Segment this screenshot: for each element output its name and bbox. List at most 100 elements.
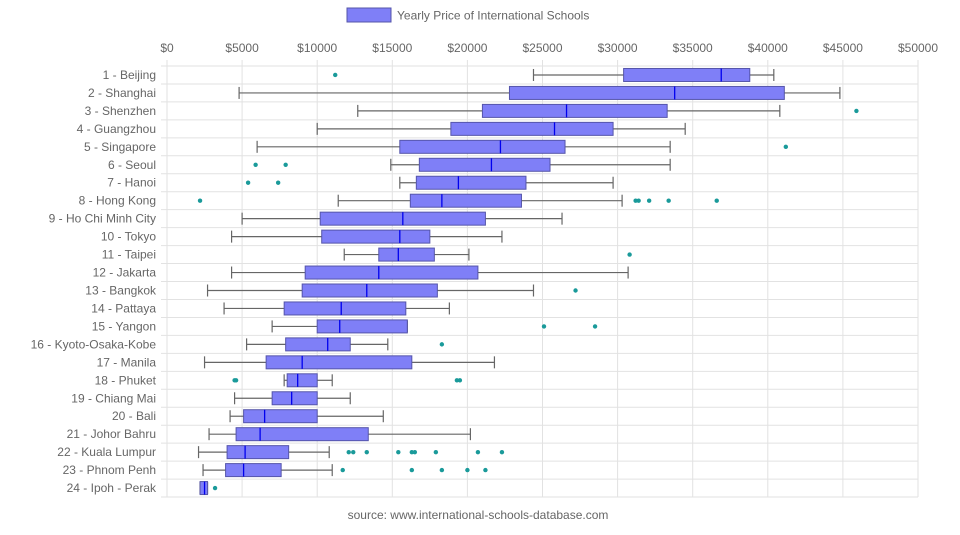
y-tick-label: 24 - Ipoh - Perak xyxy=(67,481,157,495)
outlier-point xyxy=(275,180,281,185)
outlier-point xyxy=(457,378,463,383)
y-tick-label: 4 - Guangzhou xyxy=(77,122,156,136)
outlier-point xyxy=(346,449,351,455)
outlier-point xyxy=(409,467,415,473)
outlier-point xyxy=(253,162,258,167)
box-4 xyxy=(316,121,686,136)
outlier-point xyxy=(283,162,288,167)
y-tick-label: 2 - Shanghai xyxy=(88,86,156,100)
box-iqr xyxy=(265,355,413,370)
box-iqr xyxy=(321,229,431,244)
outlier-point xyxy=(245,180,251,185)
box-21 xyxy=(208,427,472,442)
legend[interactable]: Yearly Price of International Schools xyxy=(346,7,589,23)
outlier-point xyxy=(333,72,338,78)
outlier-point xyxy=(340,467,345,473)
y-tick-label: 14 - Pattaya xyxy=(91,301,156,315)
x-tick-label: $15000 xyxy=(372,41,412,55)
box-10 xyxy=(230,229,503,244)
box-iqr xyxy=(243,409,318,424)
y-tick-label: 22 - Kuala Lumpur xyxy=(57,445,156,459)
box-23 xyxy=(202,463,488,478)
box-iqr xyxy=(286,373,318,388)
outlier-point xyxy=(197,198,203,203)
outlier-point xyxy=(646,198,652,203)
boxes xyxy=(197,67,859,496)
legend-label: Yearly Price of International Schools xyxy=(397,9,589,23)
outlier-point xyxy=(854,108,859,114)
x-tick-label: $25000 xyxy=(522,41,562,55)
outlier-point xyxy=(212,485,218,491)
y-tick-label: 5 - Singapore xyxy=(84,140,156,154)
outlier-point xyxy=(465,467,470,473)
box-iqr xyxy=(316,319,408,334)
y-tick-label: 3 - Shenzhen xyxy=(85,104,156,118)
box-20 xyxy=(229,409,384,424)
box-5 xyxy=(256,139,789,154)
x-tick-label: $5000 xyxy=(225,41,259,55)
y-tick-label: 12 - Jakarta xyxy=(93,266,157,280)
box-iqr xyxy=(285,337,351,352)
y-tick-label: 21 - Johor Bahru xyxy=(67,427,156,441)
x-tick-label: $0 xyxy=(160,41,174,55)
box-6 xyxy=(253,157,671,172)
box-iqr xyxy=(301,283,438,298)
outlier-point xyxy=(433,449,439,455)
y-tick-label: 19 - Chiang Mai xyxy=(71,391,156,405)
y-tick-label: 13 - Bangkok xyxy=(85,284,157,298)
box-13 xyxy=(206,283,578,298)
box-7 xyxy=(245,175,614,190)
box-iqr xyxy=(226,445,290,460)
box-14 xyxy=(223,301,450,316)
box-11 xyxy=(343,247,632,262)
outlier-point xyxy=(592,324,598,329)
outlier-point xyxy=(364,449,369,455)
box-8 xyxy=(197,193,719,208)
outlier-point xyxy=(483,467,488,473)
y-tick-label: 9 - Ho Chi Minh City xyxy=(49,212,156,226)
y-tick-label: 1 - Beijing xyxy=(103,68,156,82)
box-18 xyxy=(232,373,463,388)
outlier-point xyxy=(636,198,641,203)
outlier-point xyxy=(783,144,789,150)
x-tick-label: $45000 xyxy=(823,41,863,55)
outlier-point xyxy=(627,252,632,257)
box-iqr xyxy=(409,193,522,208)
y-tick-label: 15 - Yangon xyxy=(92,319,156,333)
outlier-point xyxy=(412,449,418,455)
legend-swatch xyxy=(346,7,392,23)
box-iqr xyxy=(378,247,435,262)
box-19 xyxy=(233,391,351,406)
y-tick-label: 11 - Taipei xyxy=(102,248,156,262)
x-tick-label: $50000 xyxy=(898,41,938,55)
box-iqr xyxy=(415,175,527,190)
box-17 xyxy=(203,355,496,370)
box-iqr xyxy=(418,157,551,172)
box-iqr xyxy=(283,301,407,316)
outlier-point xyxy=(351,449,356,455)
source-note: source: www.international-schools-databa… xyxy=(348,508,609,522)
y-tick-label: 6 - Seoul xyxy=(108,158,156,172)
box-iqr xyxy=(304,265,479,280)
y-tick-label: 20 - Bali xyxy=(112,409,156,423)
box-15 xyxy=(271,319,598,334)
y-tick-label: 23 - Phnom Penh xyxy=(63,463,156,477)
y-tick-label: 17 - Manila xyxy=(97,355,157,369)
y-tick-label: 16 - Kyoto-Osaka-Kobe xyxy=(31,337,157,351)
box-iqr xyxy=(508,85,785,100)
outlier-point xyxy=(439,467,445,473)
outlier-point xyxy=(396,449,401,455)
box-16 xyxy=(246,337,445,352)
outlier-point xyxy=(573,288,578,293)
outlier-point xyxy=(439,342,445,347)
box-1 xyxy=(333,67,775,82)
outlier-point xyxy=(499,449,505,455)
outlier-point xyxy=(714,198,719,203)
box-iqr xyxy=(225,463,282,478)
box-12 xyxy=(230,265,629,280)
box-iqr xyxy=(271,391,318,406)
box-iqr xyxy=(235,427,369,442)
x-axis: $0 $5000 $10000 $15000 $20000 $25000 $30000 $35… xyxy=(160,41,938,55)
y-tick-label: 18 - Phuket xyxy=(95,373,157,387)
box-24 xyxy=(199,481,218,496)
